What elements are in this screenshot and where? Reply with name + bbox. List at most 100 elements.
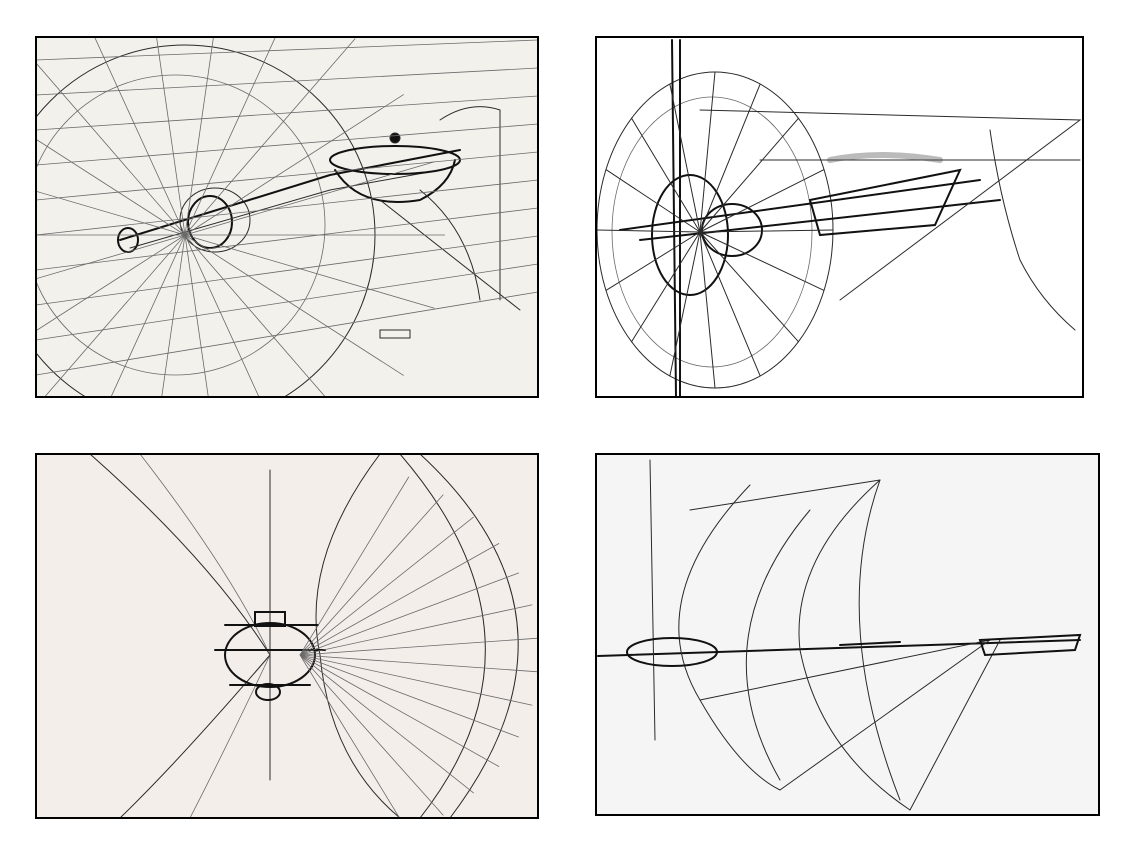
pencil-stroke [36,74,326,376]
pencil-stroke [36,234,186,280]
sketch-panel-1 [36,37,538,397]
pencil-stroke [689,479,1001,811]
pencil-stroke [699,71,716,233]
pencil-stroke [36,190,186,236]
pencil-stroke [334,159,456,203]
pencil-stroke [649,459,656,741]
pencil-stroke [184,38,356,236]
pencil-stroke [299,516,474,656]
pencil-stroke [36,39,538,61]
pencil-stroke [669,231,701,377]
pencil-stroke [161,234,186,397]
panel-frame [595,453,1100,816]
pencil-stroke [129,169,441,249]
pencil-stroke [184,234,260,397]
pencil-stroke [605,169,701,233]
pencil-stroke [224,622,316,688]
panel-frame [35,453,539,819]
sketch-panel-2 [596,37,1083,397]
pencil-stroke [184,234,435,309]
pencil-stroke [299,654,474,794]
pencil-stroke [699,231,825,291]
pencil-stroke [36,123,538,166]
pencil-stroke [669,83,701,233]
pencil-stroke [699,83,761,233]
pencil-stroke [36,138,186,236]
pencil-stroke [255,683,281,701]
pencil-stroke [651,174,729,296]
pencil-stroke [699,109,1082,331]
pencil-stroke [36,207,538,271]
pencil-stroke [299,572,519,656]
pencil-stroke [827,152,943,163]
pencil-stroke [299,494,444,656]
pencil-stroke [699,231,761,377]
pencil-stroke [631,117,701,233]
pencil-stroke [44,234,186,397]
pencil-stroke [156,37,186,236]
pencil-stroke [839,641,901,646]
pencil-stroke [299,654,533,706]
pencil-stroke [389,132,401,144]
sketch-panel-4 [596,454,1099,815]
pencil-stroke [179,187,251,253]
pencil-stroke [36,95,538,131]
pencil-stroke [36,234,186,332]
pencil-stroke [299,637,538,656]
pencil-stroke [379,329,411,339]
pencil-stroke [89,454,519,818]
pencil-stroke [597,639,1081,657]
pencil-stroke [329,145,461,175]
pencil-stroke [808,168,962,237]
pencil-stroke [36,37,538,397]
pencil-stroke [611,96,813,368]
pencil-stroke [254,611,286,627]
pencil-stroke [299,476,538,818]
pencil-stroke [699,117,799,233]
pencil-stroke [299,654,401,818]
pencil-stroke [699,169,825,233]
pencil-stroke [36,235,538,306]
pencil-stroke [596,71,834,389]
pencil-stroke [36,67,538,96]
pencil-stroke [858,479,901,801]
pencil-stroke [36,62,186,236]
pencil-stroke [299,542,500,656]
pencil-stroke [184,94,404,236]
pencil-stroke [605,231,701,291]
pencil-stroke [315,454,401,818]
pencil-stroke [184,234,404,376]
pencil-stroke [699,229,834,233]
pencil-stroke [184,37,214,236]
pencil-stroke [110,234,186,397]
pencil-stroke [36,291,538,376]
pencil-stroke [299,604,533,656]
pencil-stroke [596,454,1099,815]
pencil-stroke [299,654,444,816]
panel-frame [595,36,1084,398]
pencil-stroke [299,654,500,768]
sketch-panel-3 [36,454,538,818]
pencil-stroke [678,484,781,791]
pencil-stroke [419,454,519,818]
pencil-stroke [699,231,716,389]
pencil-stroke [184,161,435,236]
pencil-stroke [379,106,521,311]
pencil-stroke [36,151,538,201]
pencil-stroke [299,654,538,673]
panel-frame [35,36,539,398]
pencil-stroke [36,37,538,397]
pencil-stroke [184,234,209,397]
pencil-stroke [36,179,538,236]
pencil-stroke [184,234,326,397]
pencil-stroke [399,454,486,818]
pencil-stroke [798,479,911,811]
pencil-stroke [631,231,701,343]
pencil-stroke [299,476,410,656]
pencil-stroke [36,263,538,341]
pencil-stroke [187,195,233,249]
pencil-stroke [699,231,799,343]
pencil-stroke [745,509,811,781]
